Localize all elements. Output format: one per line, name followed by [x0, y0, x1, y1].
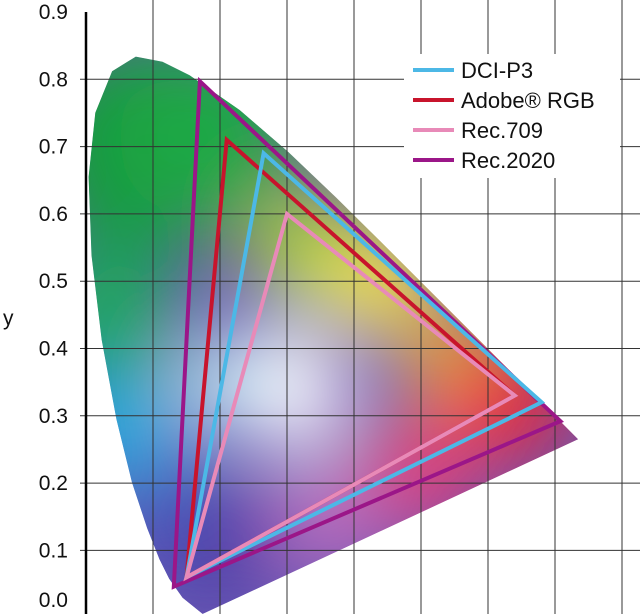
y-tick-label: 0.8: [39, 68, 68, 91]
y-tick-label: 0.1: [39, 539, 68, 562]
legend-label: Adobe® RGB: [461, 88, 595, 113]
gamut-triangle-dci-p3: [183, 149, 546, 581]
color-blob: [116, 56, 297, 224]
y-tick-label: 0.3: [39, 405, 68, 428]
legend-label: Rec.2020: [461, 148, 555, 173]
y-tick-label: 0.6: [39, 203, 68, 226]
y-tick-label: 0.2: [39, 472, 68, 495]
y-tick-label: 0.9: [39, 1, 68, 24]
gamut-triangles: [171, 76, 564, 590]
gamut-triangle-rec-2020: [171, 76, 564, 590]
y-tick-label: 0.7: [39, 136, 68, 159]
y-tick-label: 0.5: [39, 270, 68, 293]
legend-label: Rec.709: [461, 118, 543, 143]
y-axis-label: y: [3, 307, 14, 330]
legend: DCI-P3 Adobe® RGB Rec.709 Rec.2020: [404, 54, 620, 178]
y-tick-label: 0.4: [39, 338, 69, 361]
legend-label: DCI-P3: [461, 58, 533, 83]
gamut-triangle-rec-709: [183, 210, 519, 582]
y-tick-labels: 0.9 0.8 0.7 0.6 0.5 0.4 0.3 0.2 0.1 0.0: [39, 1, 69, 612]
color-blob: [88, 244, 177, 385]
legend-background: [404, 54, 620, 178]
y-tick-label: 0.0: [39, 589, 68, 612]
